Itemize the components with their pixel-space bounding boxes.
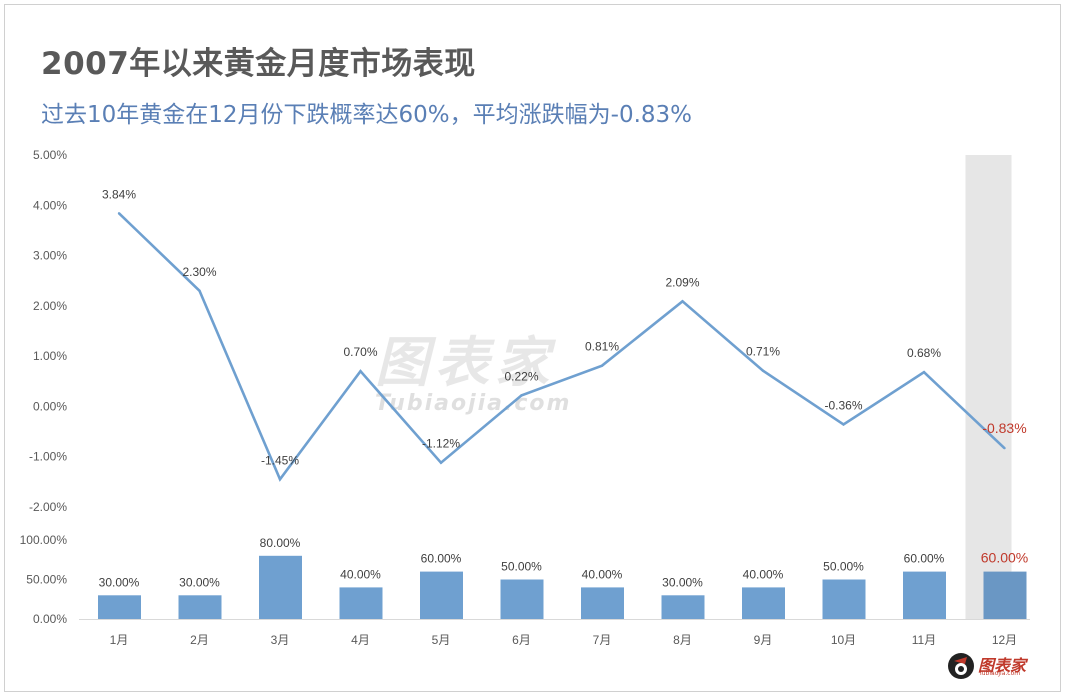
x-tick-label: 7月 (593, 633, 612, 647)
line-data-label: -1.45% (261, 453, 299, 467)
line-y-tick-label: -1.00% (29, 450, 67, 464)
brand-logo: 图表家 Tubiaojia.com (946, 651, 1058, 681)
x-tick-label: 11月 (912, 633, 936, 647)
bar (98, 595, 141, 619)
bar (339, 587, 383, 619)
line-series (118, 212, 1006, 482)
line-point (117, 212, 121, 215)
bar-data-label: 60.00% (904, 552, 945, 566)
line-y-tick-label: 3.00% (33, 249, 67, 263)
bar (903, 571, 946, 619)
bar (983, 571, 1027, 619)
line-y-tick-label: 0.00% (33, 399, 67, 413)
logo-main: 图表家 (978, 656, 1027, 675)
bar-data-label: 60.00% (421, 552, 462, 566)
line-point (198, 289, 201, 292)
bar (581, 587, 624, 619)
highlight-band (965, 155, 1012, 619)
line-point (359, 370, 362, 373)
x-tick-label: 3月 (271, 633, 290, 647)
bar (742, 587, 785, 619)
line-data-label: 2.09% (665, 275, 699, 289)
line-point (681, 300, 684, 303)
line-y-tick-label: 5.00% (33, 148, 67, 162)
bar-data-label: 80.00% (260, 536, 301, 550)
x-tick-label: 4月 (351, 633, 370, 647)
line-data-label: 0.71% (746, 345, 780, 359)
bar-data-label: 50.00% (501, 560, 542, 574)
line-y-tick-label: -2.00% (29, 500, 67, 514)
x-tick-label: 6月 (512, 633, 531, 647)
line-data-label: 0.22% (504, 369, 538, 383)
bar-data-label: 30.00% (99, 575, 140, 589)
line-data-label: -1.12% (422, 437, 460, 451)
line-point (600, 364, 604, 367)
x-tick-label: 9月 (754, 633, 773, 647)
chart-title: 2007年以来黄金月度市场表现 (41, 46, 476, 82)
bar (822, 579, 866, 619)
bar-data-label: 30.00% (179, 575, 220, 589)
line-y-tick-label: 1.00% (33, 349, 67, 363)
line-data-label: -0.83% (982, 420, 1026, 436)
line-data-label: 0.70% (343, 345, 377, 359)
bar (420, 571, 463, 619)
line-data-label: 0.81% (585, 340, 619, 354)
x-tick-label: 8月 (673, 633, 692, 647)
bar (259, 555, 302, 619)
chart-frame (4, 4, 1061, 692)
line-data-label: 3.84% (102, 187, 136, 201)
chart-subtitle: 过去10年黄金在12月份下跌概率达60%，平均涨跌幅为-0.83% (41, 102, 693, 128)
bar-y-tick-label: 0.00% (33, 612, 67, 626)
logo-icon (948, 653, 974, 679)
bar-data-label: 60.00% (981, 550, 1028, 566)
logo-sub: Tubiaojia.com (979, 670, 1021, 677)
bar-y-tick-label: 100.00% (20, 533, 68, 547)
line-point (922, 371, 926, 374)
x-tick-label: 2月 (190, 633, 209, 647)
x-tick-label: 10月 (831, 633, 856, 647)
line-point (761, 369, 765, 372)
bar (661, 595, 705, 619)
bar-data-label: 40.00% (743, 567, 784, 581)
line-data-label: 2.30% (182, 265, 216, 279)
line-point (842, 423, 845, 426)
line-y-tick-label: 4.00% (33, 198, 67, 212)
bar-y-tick-label: 50.00% (26, 573, 67, 587)
x-tick-label: 5月 (432, 633, 451, 647)
line-point (278, 478, 282, 481)
line-point (520, 394, 523, 397)
line-data-label: 0.68% (907, 346, 941, 360)
line-point (439, 461, 443, 464)
line-point (1003, 446, 1006, 450)
bar-data-label: 40.00% (582, 567, 623, 581)
line-y-tick-label: 2.00% (33, 299, 67, 313)
bar (500, 579, 544, 619)
bar-data-label: 40.00% (340, 567, 381, 581)
x-tick-label: 1月 (110, 633, 129, 647)
bar-data-label: 50.00% (823, 560, 864, 574)
bar-data-label: 30.00% (662, 575, 703, 589)
x-tick-label: 12月 (992, 633, 1017, 647)
line-data-label: -0.36% (824, 399, 862, 413)
bar (178, 595, 222, 619)
